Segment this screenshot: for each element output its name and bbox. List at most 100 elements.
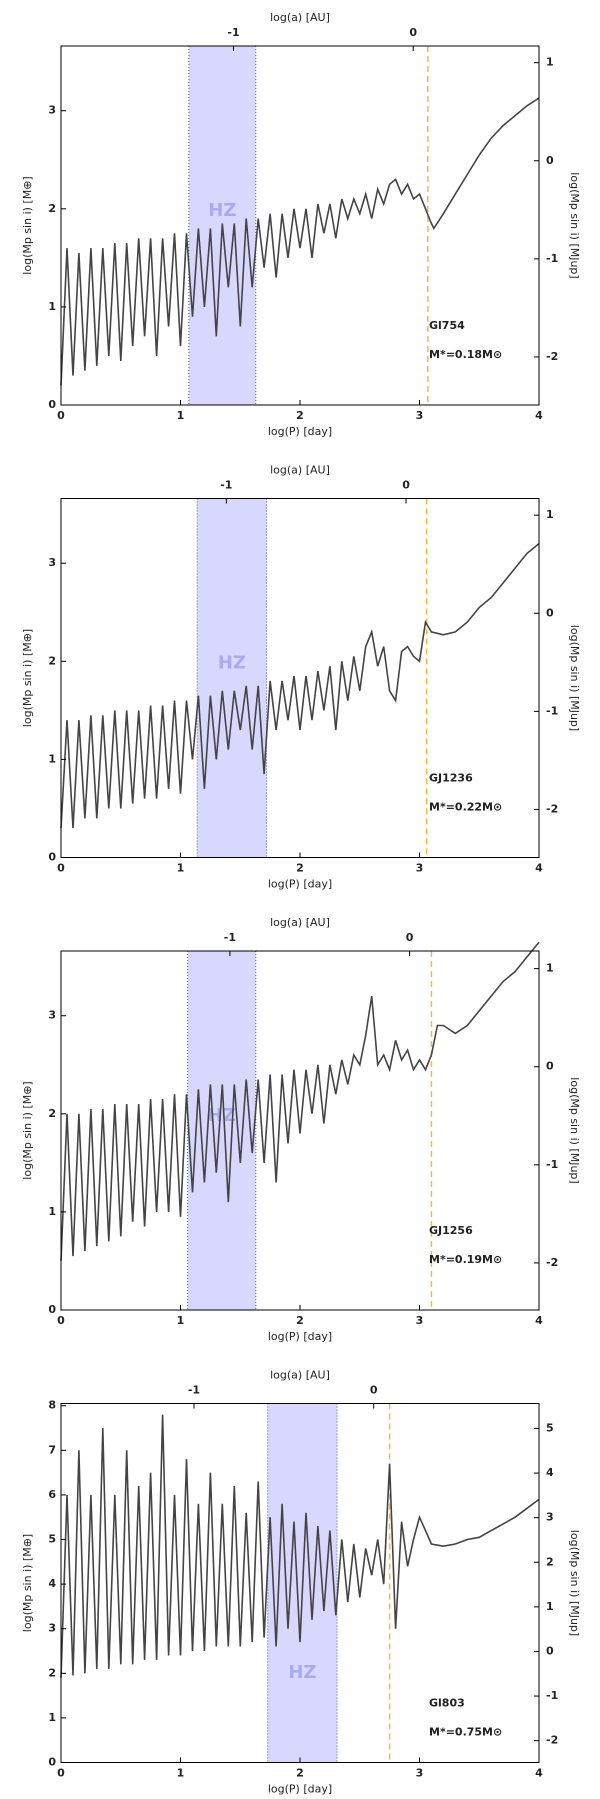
- y-tick-label: 0: [48, 398, 56, 411]
- x2-axis-label: log(a) [AU]: [270, 464, 330, 477]
- y2-tick-label: -2: [546, 802, 558, 815]
- star-name: GJ1236: [429, 772, 473, 785]
- star-name: Gl754: [429, 319, 465, 332]
- x2-axis-label: log(a) [AU]: [270, 916, 330, 929]
- x2-tick-label: 0: [406, 931, 414, 944]
- x2-tick-label: 0: [402, 479, 410, 492]
- x-tick-label: 4: [535, 1767, 543, 1780]
- habitable-zone: [187, 951, 256, 1310]
- x-tick-label: 2: [296, 409, 304, 422]
- y-tick-label: 2: [48, 1107, 56, 1120]
- x-tick-label: 4: [535, 862, 543, 875]
- y2-axis-label: log(Mp sin i) [MJup]: [568, 1530, 581, 1636]
- y-tick-label: 2: [48, 1666, 56, 1679]
- detection-limit: [60, 941, 540, 1262]
- y-tick-label: 8: [48, 1399, 56, 1412]
- x-tick-label: 2: [296, 1767, 304, 1780]
- y-tick-label: 1: [48, 752, 56, 765]
- star-name: Gl803: [429, 1697, 465, 1710]
- y-axis-label: log(Mp sin i) [M⊕]: [21, 1081, 34, 1179]
- star-mass: M*=0.19M⊙: [429, 1253, 502, 1266]
- star-mass: M*=0.22M⊙: [429, 801, 502, 814]
- y-axis-label: log(Mp sin i) [M⊕]: [21, 1534, 34, 1632]
- y-tick-label: 4: [48, 1577, 56, 1590]
- y-tick-label: 1: [48, 1205, 56, 1218]
- y2-axis-label: log(Mp sin i) [MJup]: [568, 625, 581, 731]
- y2-tick-label: -2: [546, 350, 558, 363]
- y2-tick-label: -1: [546, 704, 558, 717]
- y2-tick-label: 1: [546, 1600, 554, 1613]
- y2-tick-label: -1: [546, 252, 558, 265]
- y-tick-label: 2: [48, 654, 56, 667]
- y-axis-label: log(Mp sin i) [M⊕]: [21, 629, 34, 727]
- y-tick-label: 7: [48, 1443, 56, 1456]
- y-tick-label: 6: [48, 1488, 56, 1501]
- x-tick-label: 2: [296, 862, 304, 875]
- hz-label: HZ: [218, 653, 246, 674]
- y-tick-label: 3: [48, 556, 56, 569]
- y-tick-label: 0: [48, 1303, 56, 1316]
- x2-tick-label: 0: [370, 1384, 378, 1397]
- x-tick-label: 3: [416, 1314, 424, 1327]
- x2-tick-label: -1: [224, 931, 236, 944]
- y-tick-label: 2: [48, 202, 56, 215]
- x-tick-label: 1: [177, 1314, 185, 1327]
- y2-tick-label: 0: [546, 1060, 554, 1073]
- x-tick-label: 1: [177, 409, 185, 422]
- y-tick-label: 0: [48, 1756, 56, 1769]
- hz-label: HZ: [288, 1662, 316, 1683]
- x-tick-label: 0: [57, 862, 65, 875]
- x-tick-label: 4: [535, 409, 543, 422]
- y-tick-label: 0: [48, 851, 56, 864]
- x2-tick-label: -1: [188, 1384, 200, 1397]
- star-mass: M*=0.18M⊙: [429, 348, 502, 361]
- star-mass: M*=0.75M⊙: [429, 1726, 502, 1739]
- y2-tick-label: 1: [546, 962, 554, 975]
- x-tick-label: 1: [177, 1767, 185, 1780]
- hz-label: HZ: [208, 1105, 236, 1126]
- x2-tick-label: -1: [220, 479, 232, 492]
- x-tick-label: 0: [57, 409, 65, 422]
- x2-axis-label: log(a) [AU]: [270, 1369, 330, 1382]
- x-tick-label: 3: [416, 1767, 424, 1780]
- x-tick-label: 4: [535, 1314, 543, 1327]
- x-tick-label: 3: [416, 862, 424, 875]
- y2-tick-label: 4: [546, 1466, 554, 1479]
- detection-limit: [60, 542, 540, 829]
- y-tick-label: 1: [48, 300, 56, 313]
- y2-tick-label: -2: [546, 1256, 558, 1269]
- x-axis-label: log(P) [day]: [268, 425, 332, 438]
- habitable-zone: [197, 498, 267, 858]
- y2-axis-label: log(Mp sin i) [MJup]: [568, 172, 581, 278]
- y2-tick-label: 0: [546, 154, 554, 167]
- star-name: GJ1256: [429, 1224, 473, 1237]
- y-tick-label: 3: [48, 104, 56, 117]
- hz-label: HZ: [208, 200, 236, 221]
- x-tick-label: 0: [57, 1314, 65, 1327]
- y-tick-label: 5: [48, 1533, 56, 1546]
- y-tick-label: 3: [48, 1009, 56, 1022]
- y2-tick-label: 2: [546, 1555, 554, 1568]
- x2-axis-label: log(a) [AU]: [270, 11, 330, 24]
- y2-tick-label: 0: [546, 1644, 554, 1657]
- detection-limit: [60, 97, 540, 386]
- x-axis-label: log(P) [day]: [268, 878, 332, 891]
- x2-tick-label: 0: [409, 26, 417, 39]
- y2-tick-label: 5: [546, 1421, 554, 1434]
- y2-tick-label: 3: [546, 1511, 554, 1524]
- detection-limit: [60, 1414, 540, 1678]
- x-axis-label: log(P) [day]: [268, 1783, 332, 1796]
- x2-tick-label: -1: [227, 26, 239, 39]
- y2-tick-label: -1: [546, 1158, 558, 1171]
- y-tick-label: 1: [48, 1711, 56, 1724]
- x-tick-label: 2: [296, 1314, 304, 1327]
- y2-tick-label: -1: [546, 1689, 558, 1702]
- y-axis-label: log(Mp sin i) [M⊕]: [21, 176, 34, 274]
- y2-tick-label: 1: [546, 508, 554, 521]
- x-tick-label: 3: [416, 409, 424, 422]
- y-tick-label: 3: [48, 1622, 56, 1635]
- y2-tick-label: 0: [546, 606, 554, 619]
- x-tick-label: 0: [57, 1767, 65, 1780]
- x-tick-label: 1: [177, 862, 185, 875]
- y2-tick-label: -2: [546, 1734, 558, 1747]
